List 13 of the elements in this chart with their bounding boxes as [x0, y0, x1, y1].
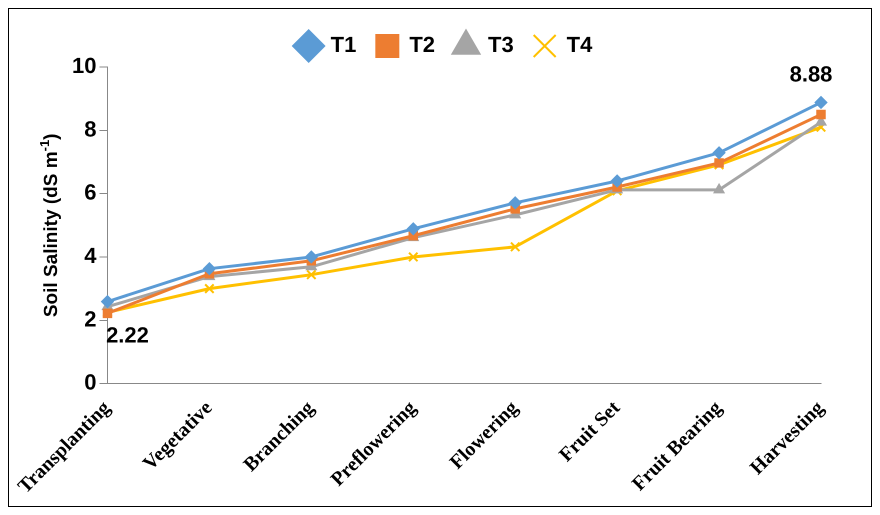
- annotation: 2.22: [106, 322, 149, 348]
- y-tick-label: 2: [84, 306, 96, 332]
- y-tick-label: 4: [84, 243, 98, 268]
- legend-label: T4: [566, 32, 594, 58]
- annotation: 8.88: [790, 62, 832, 87]
- y-axis-title: Soil Salinity (dS m-1): [37, 133, 62, 318]
- legend-label: T2: [409, 32, 436, 58]
- y-tick-label: 10: [72, 53, 96, 78]
- legend-label: T1: [330, 32, 356, 58]
- y-tick-label: 0: [84, 370, 96, 395]
- y-tick-label: 6: [84, 180, 96, 205]
- y-tick-label: 8: [84, 116, 96, 142]
- legend-label: T3: [488, 32, 514, 58]
